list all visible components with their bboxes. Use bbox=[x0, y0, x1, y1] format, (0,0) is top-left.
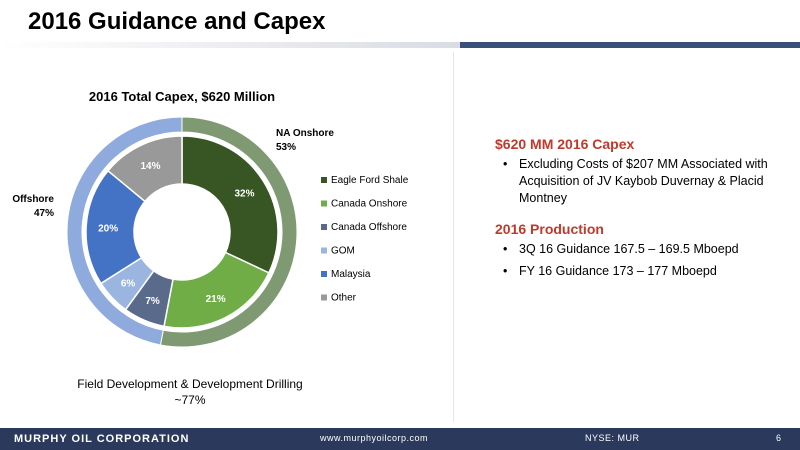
capex-heading: $620 MM 2016 Capex bbox=[495, 136, 635, 152]
slide-title: 2016 Guidance and Capex bbox=[28, 8, 326, 35]
legend-label-eagle-ford-shale: Eagle Ford Shale bbox=[331, 175, 409, 186]
inner-slice-label-gom: 6% bbox=[121, 279, 136, 290]
capex-bullet: • Excluding Costs of $207 MM Associated w… bbox=[495, 156, 795, 207]
legend-label-malaysia: Malaysia bbox=[331, 269, 371, 280]
outer-label-na-onshore-name: NA Onshore bbox=[276, 128, 334, 139]
legend-swatch-other bbox=[321, 294, 327, 301]
capex-bullet-text: Excluding Costs of $207 MM Associated wi… bbox=[519, 157, 768, 205]
chart-legend: Eagle Ford Shale Canada Onshore Canada Off… bbox=[321, 175, 409, 304]
outer-label-offshore: Offshore 47% bbox=[12, 194, 54, 219]
title-rule-gradient bbox=[0, 42, 460, 48]
inner-slice-eagle-ford-shale bbox=[181, 135, 279, 274]
legend-label-other: Other bbox=[331, 293, 357, 304]
bullet-dot: • bbox=[503, 157, 508, 171]
inner-slice-label-malaysia: 20% bbox=[98, 223, 118, 234]
guidance-panel: $620 MM 2016 Capex • Excluding Costs of $… bbox=[495, 136, 795, 285]
capex-bullets: • Excluding Costs of $207 MM Associated w… bbox=[495, 156, 795, 207]
production-bullet: • FY 16 Guidance 173 – 177 Mboepd bbox=[495, 263, 795, 280]
title-rule bbox=[0, 42, 800, 48]
bullet-dot: • bbox=[503, 242, 508, 256]
outer-slice-offshore bbox=[66, 116, 183, 346]
inner-slice-label-other: 14% bbox=[140, 161, 160, 172]
inner-slice-label-canada-onshore: 21% bbox=[206, 294, 226, 305]
legend-swatch-canada-offshore bbox=[321, 224, 327, 230]
production-bullet-text: 3Q 16 Guidance 167.5 – 169.5 Mboepd bbox=[519, 242, 739, 256]
bullet-dot: • bbox=[503, 264, 508, 278]
title-rule-accent bbox=[460, 42, 800, 48]
outer-label-offshore-value: 47% bbox=[34, 208, 54, 219]
outer-label-offshore-name: Offshore bbox=[12, 194, 54, 205]
panel-divider bbox=[453, 52, 454, 422]
outer-ring bbox=[66, 116, 298, 348]
inner-labels: 32% 21% 7% 6% 20% 14% bbox=[98, 161, 254, 307]
production-bullet-text: FY 16 Guidance 173 – 177 Mboepd bbox=[519, 264, 717, 278]
footer-bar: MURPHY OIL CORPORATION www.murphyoilcorp… bbox=[0, 428, 800, 450]
legend-swatch-canada-onshore bbox=[321, 200, 327, 207]
production-heading: 2016 Production bbox=[495, 221, 604, 237]
footer-website: www.murphyoilcorp.com bbox=[320, 433, 429, 443]
inner-ring bbox=[85, 135, 279, 329]
footer-company: MURPHY OIL CORPORATION bbox=[14, 433, 190, 445]
footer-page-number: 6 bbox=[776, 433, 782, 443]
inner-slice-label-eagle-ford-shale: 32% bbox=[234, 188, 254, 199]
outer-label-na-onshore: NA Onshore 53% bbox=[276, 128, 334, 153]
legend-label-canada-offshore: Canada Offshore bbox=[331, 222, 407, 233]
legend-swatch-eagle-ford-shale bbox=[321, 177, 327, 183]
legend-swatch-malaysia bbox=[321, 271, 327, 277]
inner-slice-canada-onshore bbox=[163, 251, 270, 329]
inner-slice-other bbox=[106, 135, 183, 203]
chart-title: 2016 Total Capex, $620 Million bbox=[89, 89, 275, 104]
legend-label-gom: GOM bbox=[331, 246, 355, 257]
legend-swatch-gom bbox=[321, 247, 327, 254]
production-bullets: • 3Q 16 Guidance 167.5 – 169.5 Mboepd • FY… bbox=[495, 241, 795, 280]
production-bullet: • 3Q 16 Guidance 167.5 – 169.5 Mboepd bbox=[495, 241, 795, 258]
caption-line-2: ~77% bbox=[174, 393, 206, 407]
legend-label-canada-onshore: Canada Onshore bbox=[331, 199, 408, 210]
outer-label-na-onshore-value: 53% bbox=[276, 142, 296, 153]
caption-line-1: Field Development & Development Drilling bbox=[77, 377, 303, 391]
footer-ticker: NYSE: MUR bbox=[585, 433, 640, 443]
chart-caption: Field Development & Development Drilling… bbox=[40, 376, 340, 408]
inner-slice-label-canada-offshore: 7% bbox=[145, 296, 160, 307]
